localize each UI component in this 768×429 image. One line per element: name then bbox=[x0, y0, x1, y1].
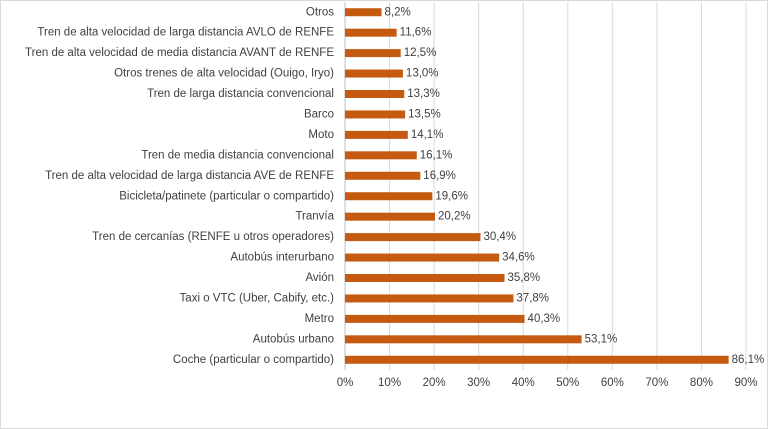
bar bbox=[345, 212, 436, 221]
value-label: 16,9% bbox=[423, 170, 456, 182]
x-tick-label: 40% bbox=[512, 377, 535, 389]
bar bbox=[345, 110, 406, 119]
bar bbox=[345, 274, 505, 282]
bar bbox=[345, 151, 417, 160]
bar bbox=[345, 171, 421, 180]
y-tick-label: Avión bbox=[305, 272, 334, 284]
value-label: 19,6% bbox=[435, 190, 468, 202]
y-tick-label: Taxi o VTC (Uber, Cabify, etc.) bbox=[180, 292, 335, 304]
y-tick-label: Tren de cercanías (RENFE u otros operado… bbox=[92, 231, 334, 243]
y-tick-label: Autobús interurbano bbox=[230, 252, 334, 264]
value-label: 14,1% bbox=[411, 129, 444, 141]
value-label: 16,1% bbox=[420, 149, 453, 161]
x-tick-label: 30% bbox=[467, 377, 490, 389]
bar bbox=[345, 233, 481, 242]
bar bbox=[345, 192, 433, 201]
value-label: 13,0% bbox=[406, 68, 439, 80]
bar bbox=[345, 314, 525, 323]
value-label: 86,1% bbox=[732, 354, 765, 366]
y-tick-label: Otros trenes de alta velocidad (Ouigo, I… bbox=[114, 68, 334, 80]
bar bbox=[345, 8, 382, 17]
x-tick-label: 50% bbox=[556, 377, 579, 389]
bar bbox=[345, 90, 405, 98]
value-label: 30,4% bbox=[483, 231, 516, 243]
x-tick-label: 0% bbox=[337, 377, 354, 389]
y-tick-label: Tren de media distancia convencional bbox=[141, 149, 334, 161]
y-tick-label: Metro bbox=[305, 313, 334, 325]
y-tick-label: Tren de alta velocidad de media distanci… bbox=[25, 47, 334, 59]
bar bbox=[345, 49, 401, 58]
value-label: 37,8% bbox=[516, 292, 549, 304]
x-tick-label: 70% bbox=[645, 377, 668, 389]
x-tick-label: 90% bbox=[734, 377, 757, 389]
bar bbox=[345, 28, 397, 37]
y-tick-label: Autobús urbano bbox=[253, 333, 334, 345]
y-tick-label: Bicicleta/patinete (particular o compart… bbox=[119, 190, 334, 202]
y-tick-label: Tren de alta velocidad de larga distanci… bbox=[45, 170, 334, 182]
x-tick-label: 60% bbox=[601, 377, 624, 389]
y-tick-label: Barco bbox=[304, 108, 334, 120]
y-tick-label: Moto bbox=[308, 129, 334, 141]
x-tick-label: 20% bbox=[423, 377, 446, 389]
bar bbox=[345, 355, 729, 364]
bar bbox=[345, 253, 500, 262]
value-label: 8,2% bbox=[385, 6, 411, 18]
y-tick-label: Tranvía bbox=[295, 211, 334, 223]
bar bbox=[345, 335, 582, 344]
value-label: 40,3% bbox=[528, 313, 561, 325]
x-tick-label: 80% bbox=[690, 377, 713, 389]
value-label: 11,6% bbox=[400, 27, 432, 39]
y-tick-label: Tren de alta velocidad de larga distanci… bbox=[37, 27, 334, 39]
y-tick-label: Otros bbox=[306, 6, 334, 18]
value-label: 12,5% bbox=[404, 47, 437, 59]
bar bbox=[345, 130, 408, 139]
bar bbox=[345, 69, 403, 78]
value-label: 20,2% bbox=[438, 211, 471, 223]
y-tick-label: Coche (particular o compartido) bbox=[173, 354, 334, 366]
value-label: 53,1% bbox=[585, 333, 618, 345]
value-label: 13,3% bbox=[407, 88, 440, 100]
bar bbox=[345, 294, 514, 303]
y-tick-label: Tren de larga distancia convencional bbox=[147, 88, 334, 100]
value-label: 35,8% bbox=[508, 272, 541, 284]
value-label: 34,6% bbox=[502, 252, 535, 264]
x-tick-label: 10% bbox=[378, 377, 401, 389]
value-label: 13,5% bbox=[408, 108, 441, 120]
